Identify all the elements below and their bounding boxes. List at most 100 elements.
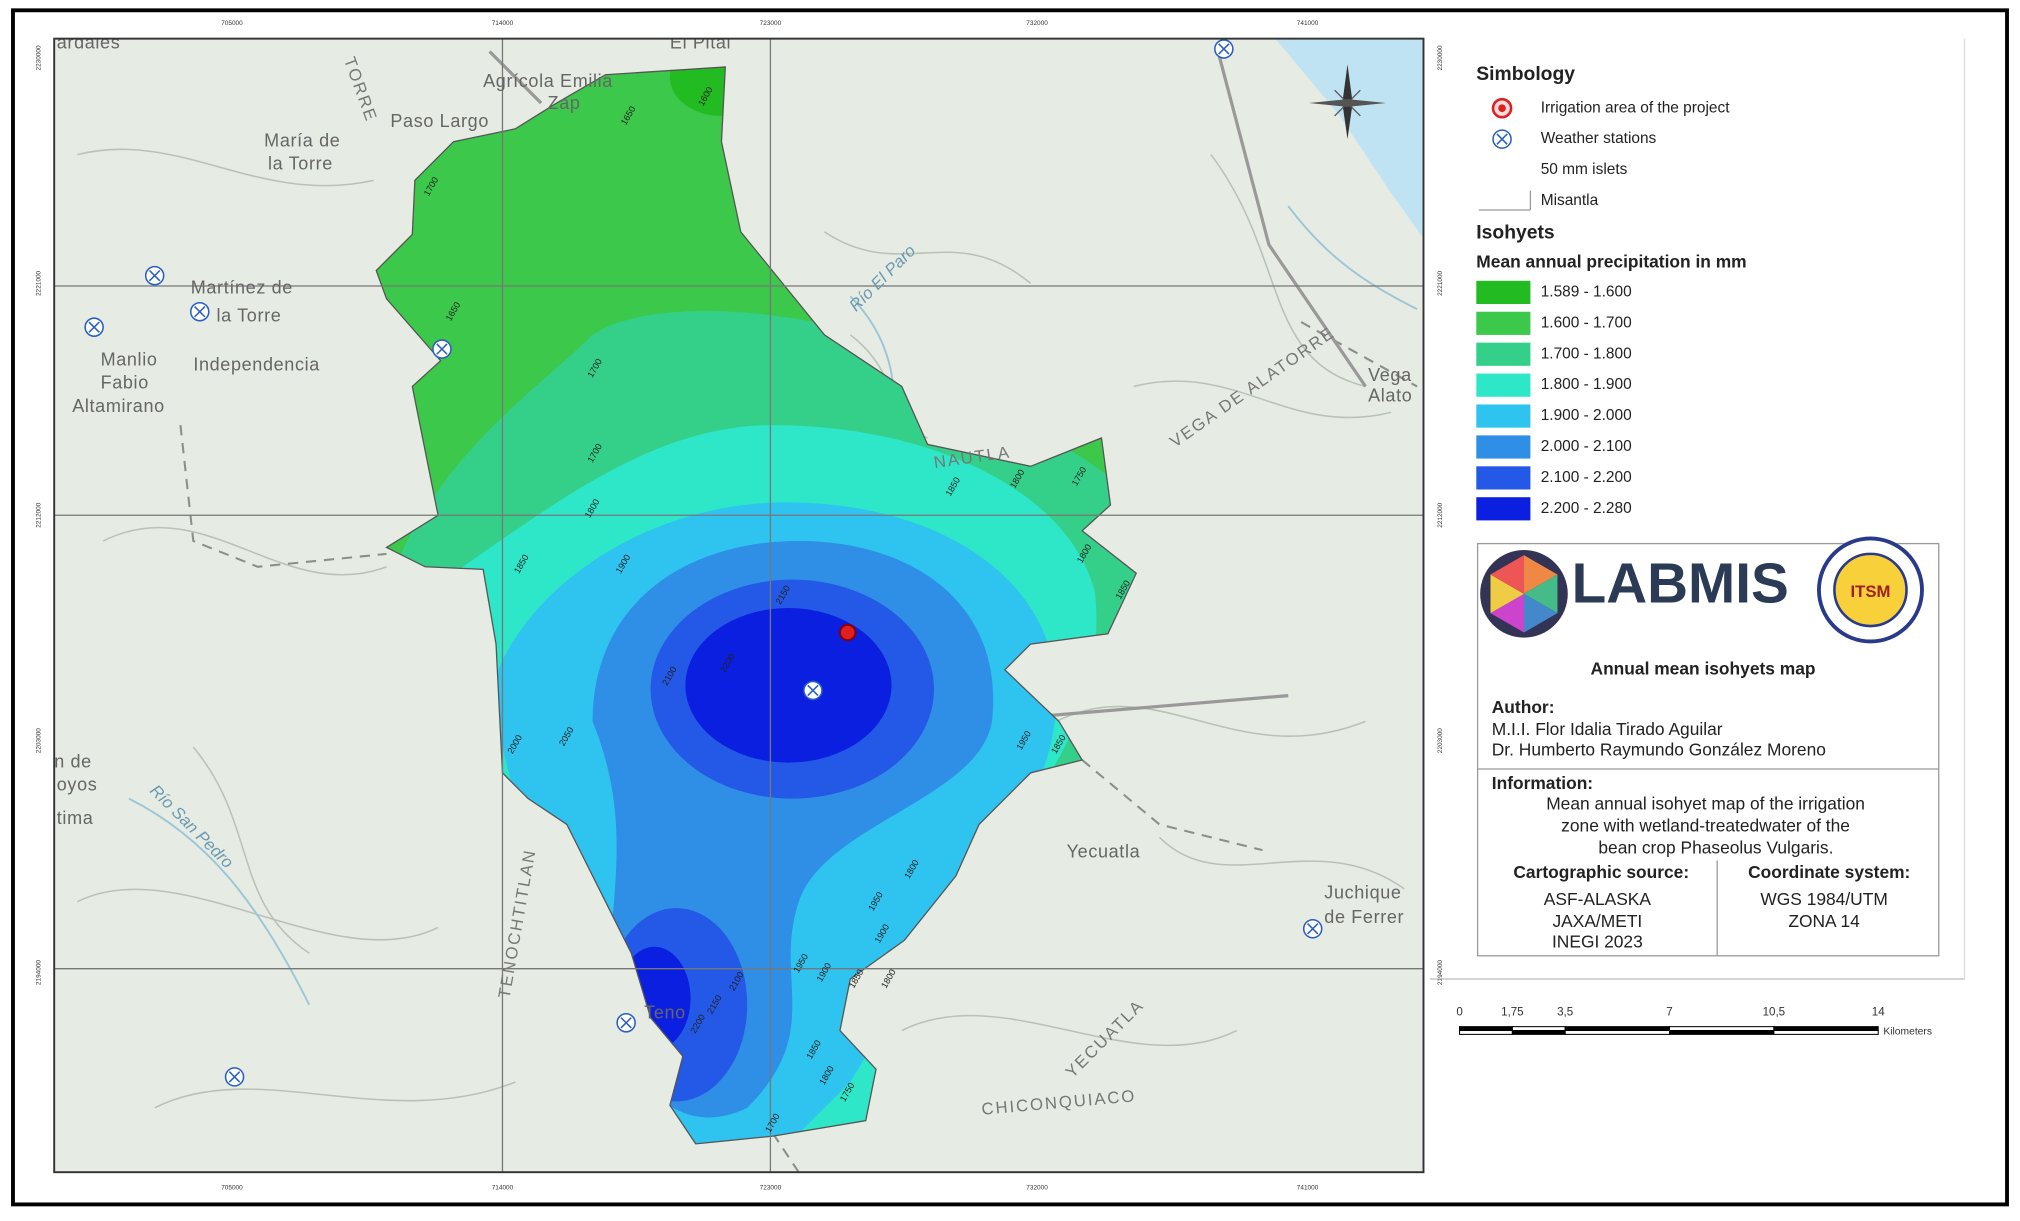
place-label: Juchique: [1324, 883, 1401, 903]
place-label: María de: [264, 130, 340, 150]
legend-icon: [1496, 133, 1508, 145]
place-label: Agrícola Emilia: [483, 71, 613, 91]
x-coordinate: 723000: [760, 1184, 782, 1191]
legend-label: Irrigation area of the project: [1541, 99, 1730, 116]
place-label: Manlio: [101, 349, 158, 369]
place-label: n de: [54, 751, 92, 771]
weather-station: [436, 343, 448, 355]
legend-subtitle: Mean annual precipitation in mm: [1476, 251, 1746, 271]
irrigation-area: [839, 623, 857, 642]
author: M.I.I. Flor Idalia Tirado Aguilar: [1492, 719, 1723, 739]
seal-text: ITSM: [1850, 582, 1890, 601]
place-label: Fabio: [101, 373, 149, 393]
heading: Information:: [1492, 773, 1593, 793]
information: bean crop Phaseolus Vulgaris.: [1598, 837, 1833, 857]
weather-station: [807, 684, 819, 697]
coordinate-system: ZONA 14: [1788, 911, 1860, 931]
scale-unit: Kilometers: [1883, 1027, 1932, 1038]
y-coordinate: 2203000: [1437, 728, 1444, 753]
map-coordinates: 705000 705000 714000 714000 723000 723000 7320…: [35, 20, 1443, 1191]
legend-label: 1.800 - 1.900: [1541, 376, 1632, 393]
legend-swatch: [1476, 373, 1531, 397]
x-coordinate: 714000: [492, 1184, 514, 1191]
source: INEGI 2023: [1552, 932, 1643, 952]
map-title: Annual mean isohyets map: [1591, 658, 1816, 678]
scale-segment: [1564, 1026, 1671, 1032]
y-coordinate: 2194000: [35, 960, 42, 985]
x-coordinate: 714000: [492, 20, 514, 27]
x-coordinate: 741000: [1297, 20, 1319, 27]
place-label: oyos: [57, 775, 98, 795]
legend-label: 50 mm islets: [1541, 161, 1628, 178]
scale-label: 0: [1456, 1007, 1462, 1019]
north-arrow: [1308, 64, 1387, 140]
map-border: [53, 37, 1425, 1174]
place-label: Paso Largo: [390, 111, 489, 131]
zone: [685, 608, 892, 763]
legend-swatch: [1476, 342, 1531, 366]
scale-segment: [1511, 1029, 1566, 1035]
legend-swatch: [1476, 311, 1531, 335]
heading: Cartographic source:: [1513, 862, 1689, 882]
labmis-logo: [1480, 550, 1568, 638]
legend-label: 1.700 - 1.800: [1541, 345, 1632, 362]
legend-title: Isohyets: [1476, 222, 1554, 243]
weather-station: [1307, 923, 1319, 935]
information: zone with wetland-treatedwater of the: [1561, 816, 1850, 836]
legend-label: 1.900 - 2.000: [1541, 407, 1632, 424]
scale-segment: [1669, 1029, 1775, 1035]
weather-station: [148, 269, 161, 282]
scale-bar: 0 1,75 3,5 7 10,5 14 Kilometers: [1456, 1007, 1932, 1038]
y-coordinate: 2194000: [1437, 960, 1444, 985]
sea: [1275, 38, 1424, 239]
x-coordinate: 705000: [221, 1184, 243, 1191]
legend-label: 2.000 - 2.100: [1541, 438, 1632, 455]
place-label: la Torre: [217, 306, 282, 326]
legend-swatch: [1476, 435, 1531, 459]
legend-label: 2.200 - 2.280: [1541, 500, 1632, 517]
legend-label: 1.589 - 1.600: [1541, 283, 1632, 300]
legend: Simbology Irrigation area of the project…: [1476, 64, 1747, 521]
place-label: Yecuatla: [1067, 842, 1141, 862]
legend-title: Simbology: [1476, 64, 1575, 85]
x-coordinate: 732000: [1026, 1184, 1048, 1191]
y-coordinate: 2230000: [1437, 45, 1444, 70]
info-box: LABMIS ITSM Annual mean isohyets map Aut…: [1476, 536, 1940, 957]
scale-label: 1,75: [1501, 1007, 1524, 1019]
legend-label: 1.600 - 1.700: [1541, 314, 1632, 331]
logo-text: LABMIS: [1572, 552, 1789, 615]
x-coordinate: 705000: [221, 20, 243, 27]
legend-swatch: [1476, 404, 1531, 428]
information: Mean annual isohyet map of the irrigatio…: [1546, 794, 1865, 814]
place-label: tima: [57, 808, 94, 828]
map-frame: Martínez de la Torre María de la Torre A…: [54, 33, 1424, 1173]
scale-segment: [1773, 1029, 1879, 1035]
scale-label: 14: [1872, 1007, 1885, 1019]
scale-segment: [1564, 1029, 1671, 1035]
place-label: Alato: [1368, 386, 1412, 406]
place-label: Martínez de: [191, 277, 293, 297]
coordinate-system: WGS 1984/UTM: [1760, 889, 1887, 909]
legend-label: 2.100 - 2.200: [1541, 469, 1632, 486]
seal: [1833, 552, 1908, 628]
info-frame: [1476, 542, 1940, 957]
place-label: Teno: [644, 1003, 686, 1023]
y-coordinate: 2221000: [1437, 270, 1444, 295]
weather-station: [228, 1071, 241, 1083]
heading: Coordinate system:: [1748, 862, 1910, 882]
heading: Author:: [1492, 697, 1555, 717]
place-label: la Torre: [268, 154, 333, 174]
place-label: Vega: [1368, 365, 1412, 385]
scale-label: 10,5: [1763, 1007, 1786, 1019]
source: ASF-ALASKA: [1544, 889, 1652, 909]
place-label: El Pital: [670, 33, 731, 53]
place-label: de Ferrer: [1324, 907, 1404, 927]
weather-station: [620, 1017, 632, 1029]
y-coordinate: 2203000: [35, 728, 42, 753]
place-label: Zap: [548, 93, 581, 113]
weather-station: [1218, 43, 1230, 55]
legend-label: Weather stations: [1541, 130, 1657, 147]
legend-label: Misantla: [1541, 192, 1599, 209]
